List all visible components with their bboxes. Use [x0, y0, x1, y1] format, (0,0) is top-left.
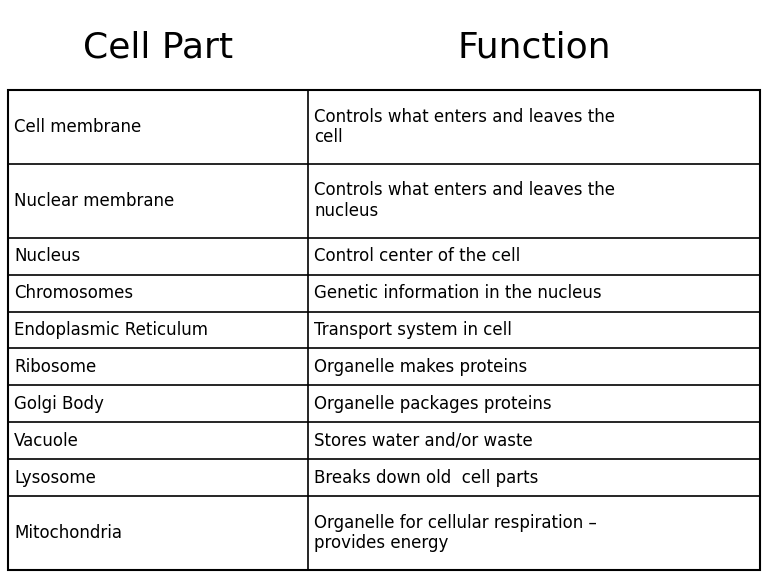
Text: Nucleus: Nucleus: [14, 247, 80, 265]
Text: Cell membrane: Cell membrane: [14, 118, 141, 136]
Text: Organelle makes proteins: Organelle makes proteins: [314, 358, 528, 376]
Text: Transport system in cell: Transport system in cell: [314, 321, 512, 339]
Text: Mitochondria: Mitochondria: [14, 524, 122, 542]
Text: Nuclear membrane: Nuclear membrane: [14, 192, 174, 210]
Text: Organelle packages proteins: Organelle packages proteins: [314, 395, 551, 413]
Text: Controls what enters and leaves the
nucleus: Controls what enters and leaves the nucl…: [314, 181, 615, 220]
Text: Controls what enters and leaves the
cell: Controls what enters and leaves the cell: [314, 108, 615, 146]
Text: Endoplasmic Reticulum: Endoplasmic Reticulum: [14, 321, 208, 339]
Text: Control center of the cell: Control center of the cell: [314, 247, 520, 265]
Text: Stores water and/or waste: Stores water and/or waste: [314, 432, 533, 450]
Text: Organelle for cellular respiration –
provides energy: Organelle for cellular respiration – pro…: [314, 514, 597, 552]
Text: Function: Function: [457, 31, 611, 65]
Text: Breaks down old  cell parts: Breaks down old cell parts: [314, 469, 538, 487]
Text: Chromosomes: Chromosomes: [14, 284, 133, 302]
Bar: [8, 90, 760, 570]
Text: Vacuole: Vacuole: [14, 432, 79, 450]
Text: Ribosome: Ribosome: [14, 358, 96, 376]
Text: Genetic information in the nucleus: Genetic information in the nucleus: [314, 284, 601, 302]
Text: Cell Part: Cell Part: [83, 31, 233, 65]
Text: Lysosome: Lysosome: [14, 469, 96, 487]
Text: Golgi Body: Golgi Body: [14, 395, 104, 413]
